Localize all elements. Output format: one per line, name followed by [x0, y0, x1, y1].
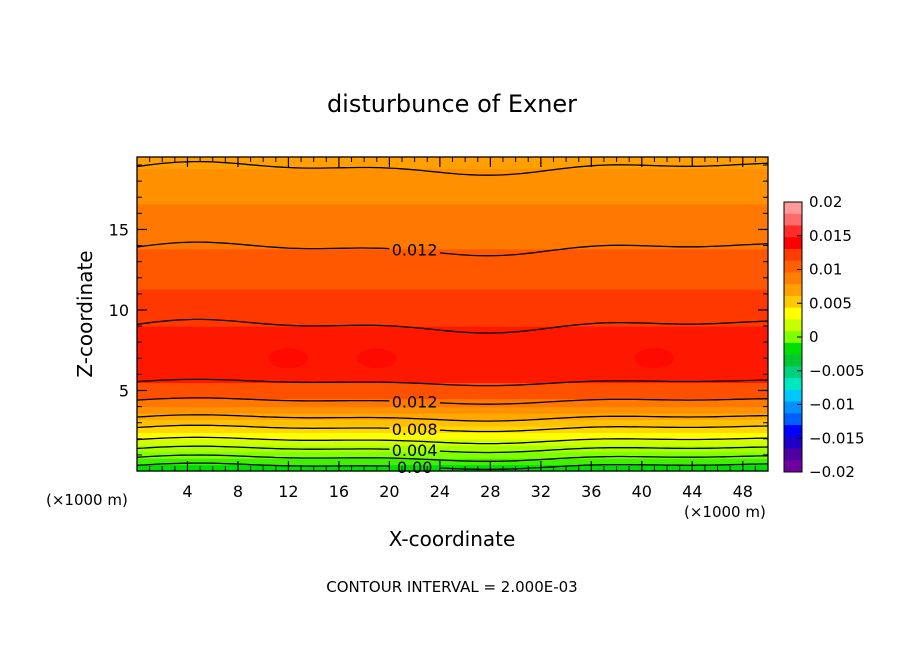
colorbar-swatch-3	[784, 237, 802, 250]
x-tick-label-9: 40	[632, 482, 652, 501]
core-blob-0	[268, 348, 309, 369]
colorbar-label-6: −0.01	[809, 396, 855, 414]
x-tick-label-3: 16	[329, 482, 349, 501]
colorbar-swatch-8	[784, 295, 802, 309]
contour-line-10	[136, 160, 769, 176]
x-unit-right: (×1000 m)	[684, 503, 766, 521]
contour-line-6	[136, 397, 769, 405]
contour-line-8	[136, 318, 769, 334]
contour-label-6: 0.012	[392, 393, 438, 412]
x-tick-label-6: 28	[480, 482, 500, 501]
chart-title: disturbunce of Exner	[327, 90, 577, 118]
colorbar-swatch-17	[784, 401, 802, 414]
contour-line-7	[136, 378, 769, 387]
colorbar-label-3: 0.005	[809, 294, 852, 312]
band-11	[137, 382, 768, 400]
y-tick-label-1: 10	[109, 301, 129, 320]
x-tick-label-7: 32	[531, 482, 551, 501]
band-12	[137, 326, 768, 384]
colorbar-swatch-13	[784, 354, 802, 367]
contour-interval-note: CONTOUR INTERVAL = 2.000E-03	[326, 578, 577, 596]
colorbar-swatch-5	[784, 260, 802, 273]
y-axis-label: Z-coordinate	[73, 250, 97, 377]
x-tick-label-8: 36	[581, 482, 601, 501]
plot-area	[137, 157, 768, 472]
colorbar-label-5: −0.005	[809, 362, 865, 380]
colorbar-swatch-14	[784, 366, 802, 379]
colorbar-swatch-19	[784, 425, 802, 438]
band-5	[137, 432, 768, 440]
contour-line-4	[136, 424, 769, 433]
y-tick-label-2: 15	[109, 220, 129, 239]
band-6	[137, 425, 768, 433]
colorbar-label-4: 0	[809, 328, 819, 346]
x-tick-label-4: 20	[379, 482, 399, 501]
colorbar-swatch-18	[784, 413, 802, 426]
colorbar-swatch-1	[784, 213, 802, 226]
contour-label-2: 0.004	[392, 441, 438, 460]
band-7	[137, 419, 768, 427]
colorbar-swatch-21	[784, 448, 802, 461]
colorbar-swatch-2	[784, 225, 802, 238]
colorbar-swatch-12	[784, 342, 802, 356]
colorbar-swatch-7	[784, 284, 802, 297]
x-tick-label-11: 48	[733, 482, 753, 501]
colorbar-label-1: 0.015	[809, 227, 852, 245]
band-1	[137, 458, 768, 466]
colorbar-swatch-20	[784, 436, 802, 450]
x-axis: 4 8 12 16 20 24 28 32 36 40 44 48	[149, 157, 756, 501]
band-13	[137, 289, 768, 327]
x-tick-label-1: 8	[233, 482, 243, 501]
colorbar: 0.02 0.015 0.01 0.005 0 −0.005 −0.01 −0.015 −0.0…	[783, 193, 865, 481]
y-tick-label-0: 5	[119, 381, 129, 400]
x-unit-left: (×1000 m)	[46, 491, 128, 509]
contour-line-0	[136, 462, 769, 471]
x-axis-label: X-coordinate	[389, 527, 516, 551]
colorbar-swatch-4	[784, 248, 802, 262]
x-tick-label-2: 12	[278, 482, 298, 501]
contour-line-1	[136, 454, 769, 462]
band-16	[137, 168, 768, 205]
band-2	[137, 451, 768, 459]
band-17	[137, 157, 768, 169]
band-15	[137, 203, 768, 250]
contour-line-9	[136, 241, 769, 257]
colorbar-swatch-16	[784, 389, 802, 403]
contour-label-9: 0.012	[392, 241, 438, 260]
colorbar-swatch-11	[784, 331, 802, 344]
band-9	[137, 406, 768, 414]
band-8	[137, 413, 768, 421]
colorbar-swatch-9	[784, 307, 802, 320]
colorbar-label-2: 0.01	[809, 261, 842, 279]
colorbar-label-7: −0.015	[809, 429, 865, 447]
contour-label-4: 0.008	[392, 420, 438, 439]
colorbar-label-0: 0.02	[809, 193, 842, 211]
core-blob-2	[634, 348, 675, 369]
x-tick-label-10: 44	[682, 482, 702, 501]
core-blob-1	[356, 348, 397, 369]
colorbar-label-8: −0.02	[809, 463, 855, 481]
colorbar-swatch-15	[784, 378, 802, 391]
contour-line-5	[136, 414, 769, 422]
y-axis: 5 10 15	[109, 164, 768, 456]
colorbar-swatch-10	[784, 319, 802, 332]
contour-line-3	[136, 436, 769, 445]
band-14	[137, 248, 768, 290]
colorbar-swatch-22	[784, 460, 802, 473]
colorbar-swatch-0	[784, 202, 802, 215]
x-tick-label-5: 24	[430, 482, 450, 501]
x-tick-label-0: 4	[182, 482, 192, 501]
band-3	[137, 445, 768, 453]
colorbar-swatch-6	[784, 272, 802, 285]
contour-line-2	[136, 445, 769, 454]
